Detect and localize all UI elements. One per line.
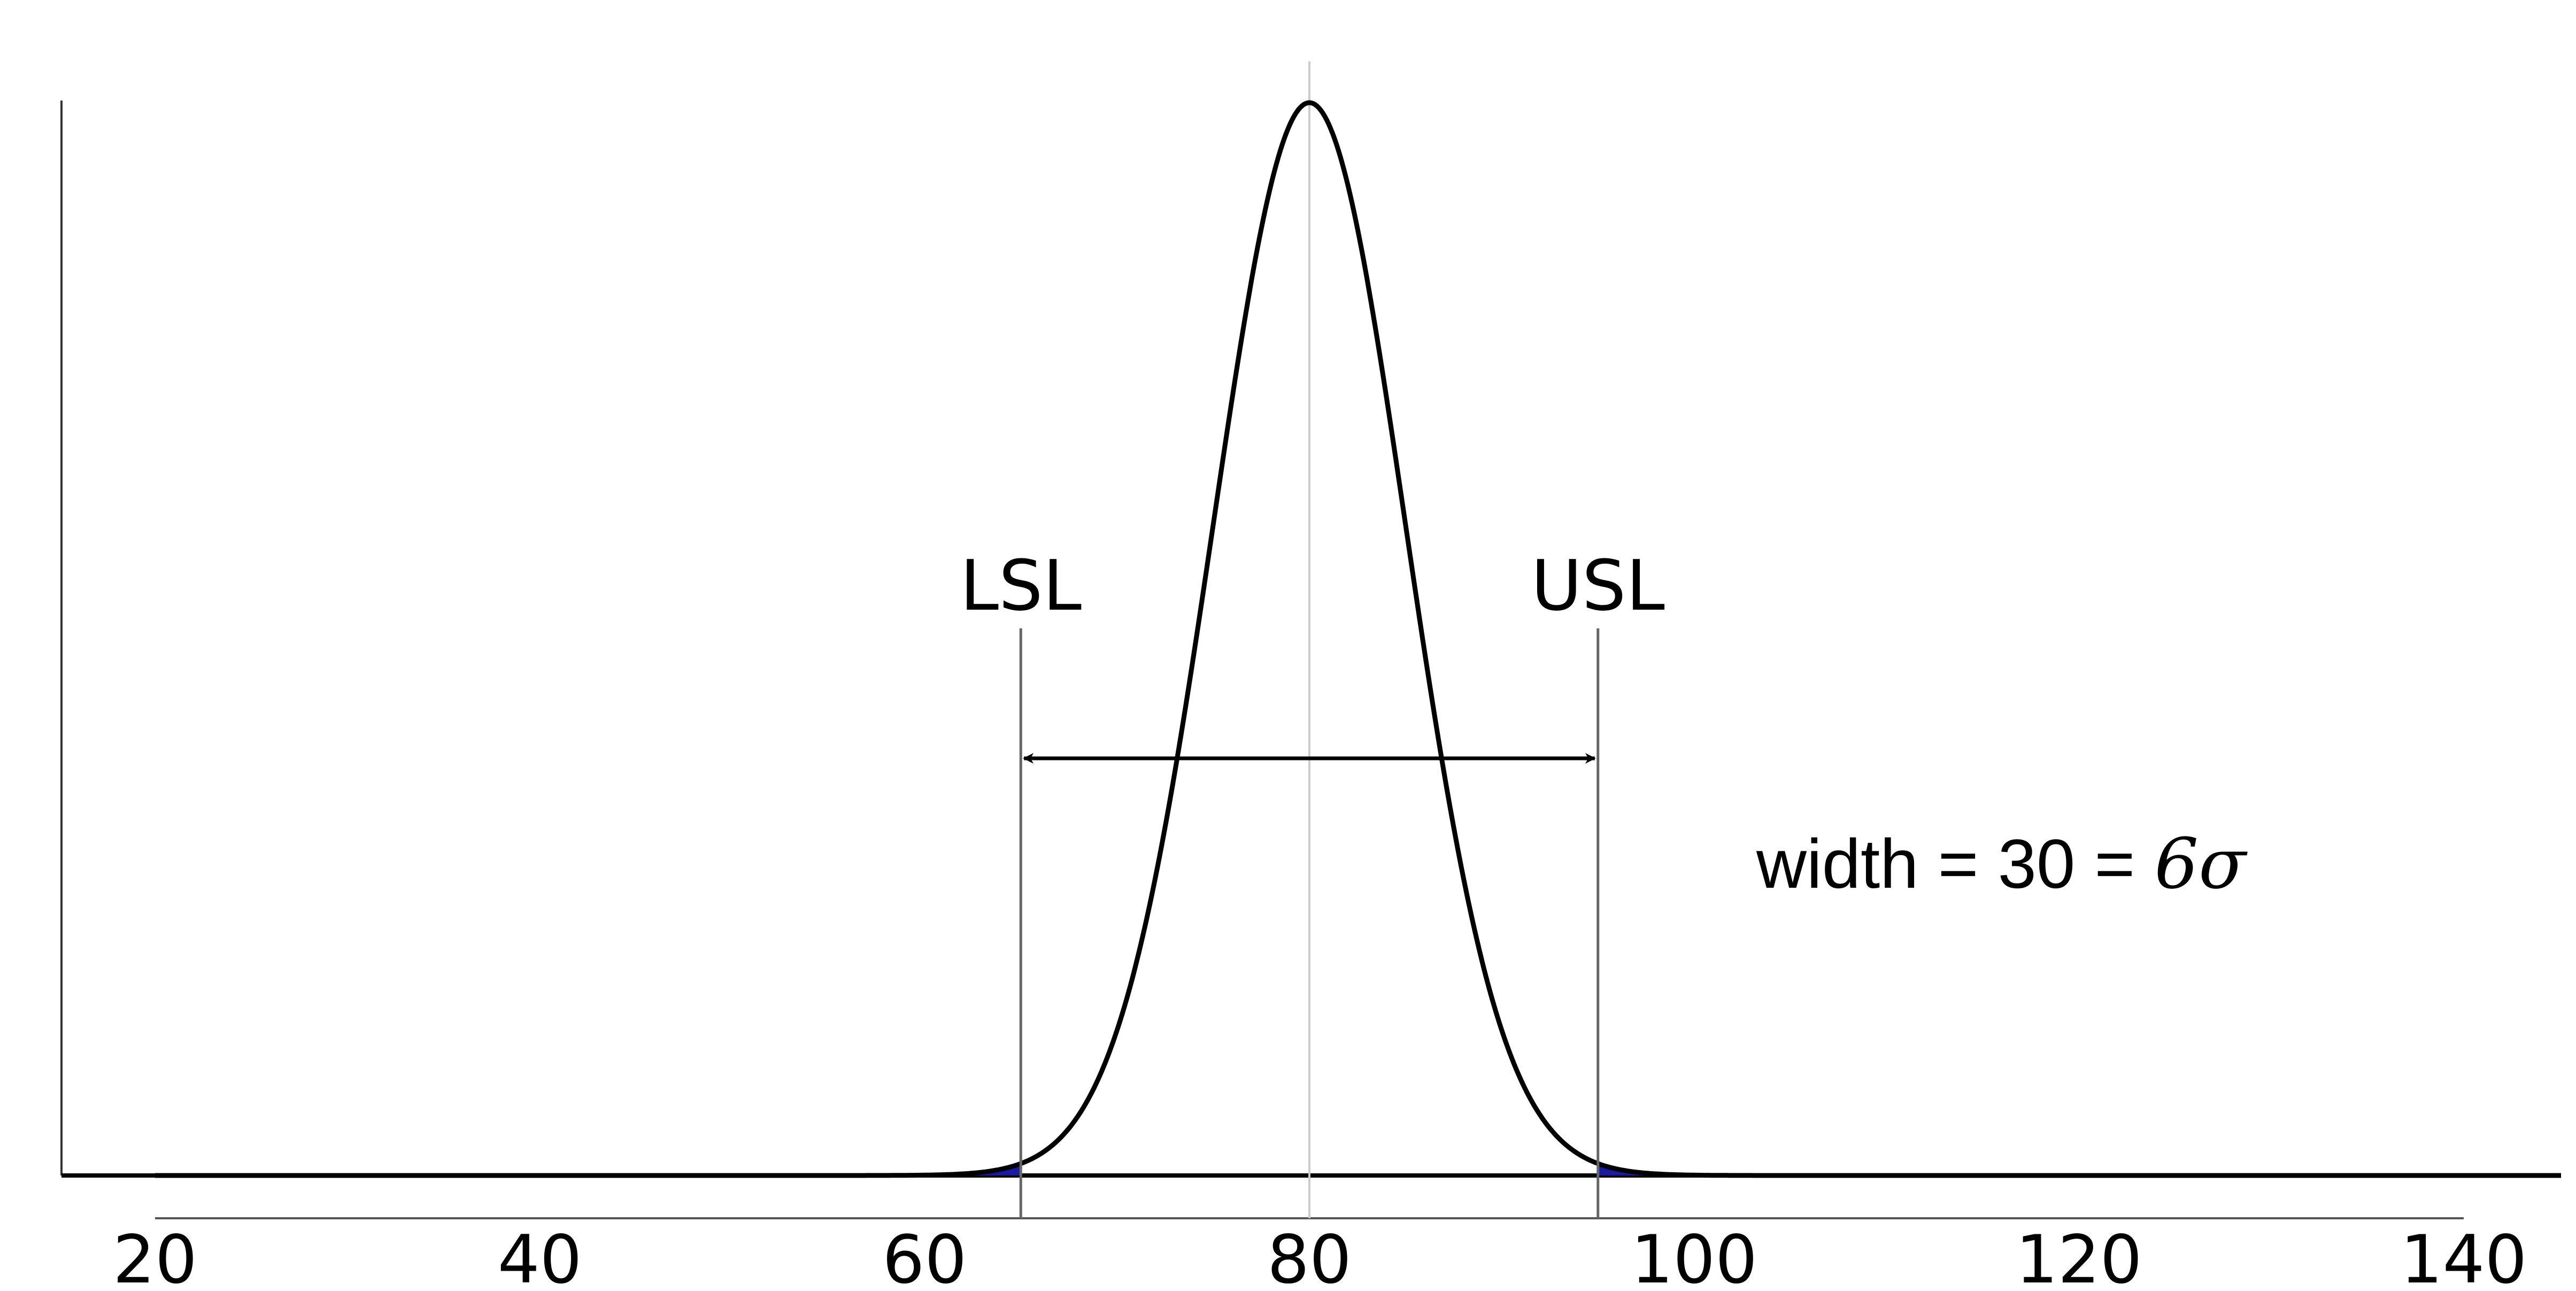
x-tick-label: 100 xyxy=(1631,1221,1757,1288)
x-tick-label: 20 xyxy=(113,1221,197,1288)
tick-label-group: 20 40 60 80 100 120 140 xyxy=(113,1221,2527,1291)
x-tick-label: 140 xyxy=(2401,1221,2527,1288)
x-tick-label: 40 xyxy=(498,1221,582,1288)
curve-group xyxy=(155,100,2561,1178)
spec-limit-group: LSL USL xyxy=(960,545,1665,1218)
lsl-label: LSL xyxy=(960,545,1082,626)
normal-curve-line xyxy=(155,100,2561,1178)
width-annotation: width = 30 = 6σ xyxy=(1756,823,2248,904)
usl-label: USL xyxy=(1531,545,1665,626)
x-tick-label: 120 xyxy=(2016,1221,2142,1288)
x-tick-label: 60 xyxy=(882,1221,967,1288)
x-tick-label: 80 xyxy=(1267,1221,1352,1288)
sigma-math: 6σ xyxy=(2154,823,2248,904)
width-annotation-text: width = 30 = xyxy=(1756,825,2154,903)
